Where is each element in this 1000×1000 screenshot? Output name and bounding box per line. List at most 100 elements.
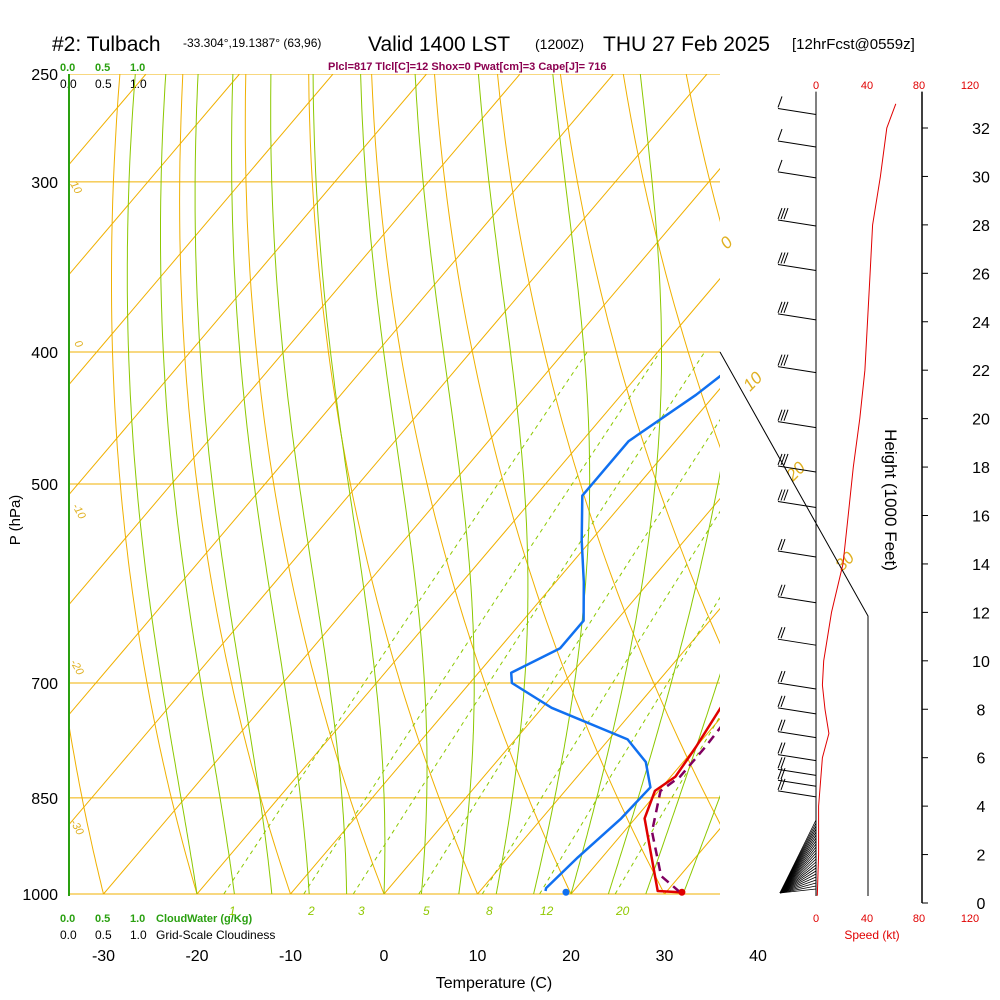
moist-adiabat — [682, 794, 720, 895]
wind-barb-flag — [780, 301, 786, 314]
wind-barb-low — [779, 873, 817, 894]
moist-adiabat — [126, 74, 198, 895]
dry-adiabat — [497, 74, 720, 825]
wind-barb-low — [779, 879, 817, 894]
dry-adiabat — [179, 74, 291, 895]
wind-barb — [777, 731, 817, 739]
height-tick-0: 0 — [977, 896, 986, 913]
wind-barb — [777, 313, 817, 321]
temp-tick--30: -30 — [92, 948, 115, 965]
height-tick-28: 28 — [972, 218, 990, 235]
isotherm — [68, 74, 521, 607]
speed-tick-bottom-0: 0 — [813, 913, 819, 925]
speed-tick-bottom-120: 120 — [961, 913, 979, 925]
moist-adiabat — [312, 74, 386, 895]
moist-adiabat — [360, 74, 428, 895]
y-axis-label: P (hPa) — [7, 495, 24, 546]
isotherm — [68, 74, 334, 387]
surface-temp-point — [678, 888, 686, 896]
cloud-bottom-black-0: 0.0 — [60, 928, 77, 942]
wind-barb-flag — [777, 159, 783, 172]
adiabat-label-right-10: 10 — [739, 368, 766, 395]
pressure-tick-250: 250 — [31, 67, 58, 84]
speed-tick-top-0: 0 — [813, 80, 819, 92]
isotherm — [852, 74, 1000, 894]
wind-barb-flag — [780, 778, 786, 791]
temp-tick-0: 0 — [380, 948, 389, 965]
wind-barb-flag — [780, 757, 786, 769]
moist-adiabat — [721, 74, 1000, 894]
wind-barb-low — [779, 885, 817, 894]
height-tick-8: 8 — [977, 702, 986, 719]
wind-barb-flag — [777, 584, 783, 596]
x-axis-label: Temperature (C) — [436, 975, 552, 992]
wind-barb-flag — [783, 453, 789, 466]
height-tick-26: 26 — [972, 266, 990, 283]
wind-barb — [777, 596, 817, 604]
mixing-ratio-labels: 1 2 3 5 8 12 20 — [229, 904, 630, 918]
cloud-top-green-2: 1.0 — [130, 62, 145, 74]
cloudwater-label: CloudWater (g/Kg) — [156, 913, 252, 925]
wind-barb-flag — [777, 96, 783, 108]
height-tick-22: 22 — [972, 363, 990, 380]
adiabat-label-m30: -30 — [67, 818, 86, 839]
dry-adiabat — [68, 715, 104, 895]
wind-barb-flag — [777, 670, 783, 683]
cloud-scale-bottom: 0.0 0.5 1.0 CloudWater (g/Kg) 0.0 0.5 1.… — [60, 913, 275, 942]
cloud-bottom-black-1: 0.5 — [95, 928, 112, 942]
wind-barb-flag — [780, 670, 786, 683]
mixing-label-8: 8 — [486, 904, 493, 918]
dry-adiabat — [308, 74, 478, 895]
mixing-label-3: 3 — [358, 904, 365, 918]
moist-adiabat — [160, 74, 235, 895]
parcel-line — [650, 726, 720, 894]
wind-barb — [777, 219, 817, 227]
temp-tick-10: 10 — [469, 948, 487, 965]
moist-adiabat — [607, 470, 720, 895]
mixing-label-5: 5 — [423, 904, 430, 918]
adiabat-labels: 10 0 -10 -20 -30 0 10 20 30 — [67, 180, 858, 839]
wind-barb — [777, 107, 817, 115]
wind-barb-low — [779, 864, 817, 894]
height-tick-32: 32 — [972, 121, 990, 138]
zulu-time: (1200Z) — [535, 36, 584, 52]
height-tick-18: 18 — [972, 460, 990, 477]
speed-ticks-top: 0 40 80 120 — [813, 80, 979, 92]
wind-barb — [777, 171, 817, 179]
wind-barb — [777, 421, 817, 429]
isotherm — [477, 607, 720, 895]
wind-barb — [777, 140, 817, 148]
height-tick-14: 14 — [972, 557, 990, 574]
moist-adiabat — [570, 74, 662, 895]
wind-barb-flag — [777, 489, 783, 501]
wind-panel — [719, 91, 897, 896]
isotherm — [290, 387, 720, 895]
cloud-bottom-black-2: 1.0 — [130, 928, 147, 942]
temp-tick-30: 30 — [656, 948, 674, 965]
valid-time: Valid 1400 LST — [368, 33, 510, 56]
speed-tick-bottom-80: 80 — [913, 913, 925, 925]
mixing-ratio-line — [303, 351, 661, 895]
wind-barb-flag — [777, 778, 783, 791]
dry-adiabat — [371, 74, 572, 895]
isotherm — [103, 167, 720, 895]
wind-barb-flag — [780, 742, 786, 754]
wind-barb-flag — [777, 719, 783, 731]
mixing-ratio-line — [418, 418, 720, 895]
forecast-run: [12hrFcst@0559z] — [792, 36, 915, 53]
isotherm — [68, 74, 708, 827]
cloud-top-black-1: 0.5 — [95, 77, 112, 91]
mixing-label-2: 2 — [307, 904, 315, 918]
wind-barb — [777, 707, 817, 715]
speed-tick-top-40: 40 — [861, 80, 873, 92]
pressure-tick-700: 700 — [31, 676, 58, 693]
wind-barb — [777, 366, 817, 374]
wind-barb — [777, 790, 817, 798]
speed-tick-bottom-40: 40 — [861, 913, 873, 925]
speed-tick-top-120: 120 — [961, 80, 979, 92]
isotherm — [196, 277, 720, 895]
station-title: #2: Tulbach — [52, 33, 161, 56]
dry-adiabat — [812, 74, 1000, 894]
wind-barb — [777, 754, 817, 762]
